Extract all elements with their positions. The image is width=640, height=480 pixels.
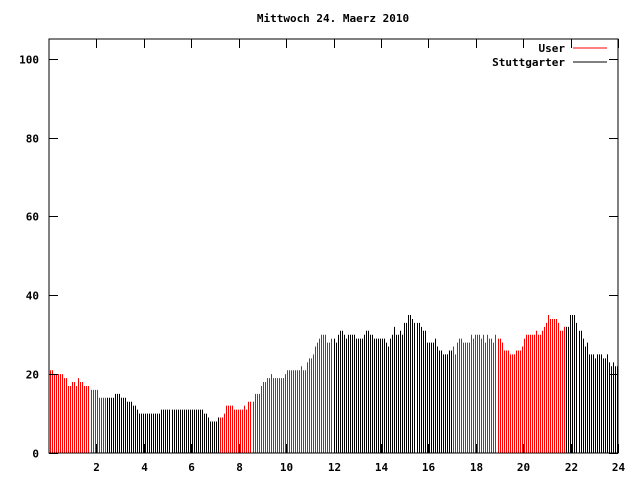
y-tick-label: 0 <box>32 448 39 461</box>
x-tick-label: 14 <box>375 461 389 474</box>
y-tick-label: 60 <box>26 211 39 224</box>
x-tick-label: 6 <box>188 461 195 474</box>
x-tick-label: 10 <box>280 461 293 474</box>
plot-border <box>48 38 619 454</box>
x-tick-label: 4 <box>141 461 148 474</box>
legend-label-user: User <box>539 42 566 55</box>
x-tick-label: 12 <box>328 461 341 474</box>
y-tick-label: 40 <box>26 290 39 303</box>
legend: User Stuttgarter <box>492 42 607 69</box>
y-tick-label: 100 <box>19 54 39 67</box>
x-tick-label: 24 <box>612 461 626 474</box>
x-tick-label: 22 <box>565 461 578 474</box>
chart-title: Mittwoch 24. Maerz 2010 <box>257 12 409 25</box>
x-tick-label: 8 <box>236 461 243 474</box>
x-tick-label: 18 <box>470 461 483 474</box>
bars <box>50 315 618 453</box>
x-tick-label: 16 <box>422 461 436 474</box>
y-tick-label: 80 <box>26 133 39 146</box>
x-tick-label: 20 <box>517 461 530 474</box>
y-tick-label: 20 <box>26 369 39 382</box>
x-tick-label: 2 <box>93 461 100 474</box>
legend-label-stuttgarter: Stuttgarter <box>492 56 565 69</box>
